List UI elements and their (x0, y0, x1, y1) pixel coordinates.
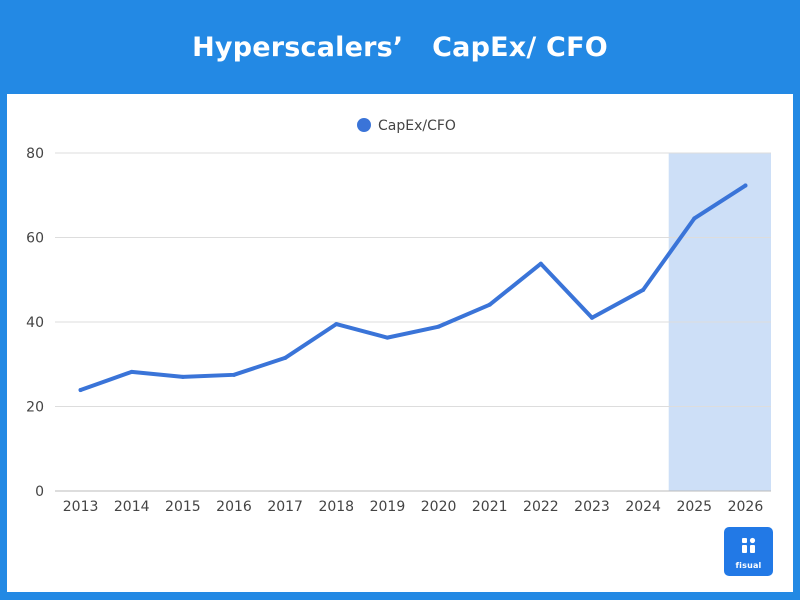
legend-label: CapEx/CFO (378, 118, 456, 134)
data-point[interactable] (436, 324, 441, 329)
data-point[interactable] (180, 374, 185, 379)
x-tick-label: 2023 (574, 499, 610, 515)
data-point[interactable] (283, 355, 288, 360)
y-tick-label: 80 (26, 146, 44, 162)
title-bar: Hyperscalers’ CapEx/ CFO (0, 0, 800, 94)
logo-text: fisual (735, 561, 762, 570)
data-point[interactable] (334, 322, 339, 327)
x-axis-ticks: 2013 2014 2015 2016 2017 2018 2019 2020 2021 2022… (63, 499, 764, 515)
fisual-logo[interactable]: fisual (724, 527, 773, 576)
x-tick-label: 2014 (114, 499, 150, 515)
data-point[interactable] (590, 315, 594, 320)
x-tick-label: 2013 (63, 499, 99, 515)
x-tick-label: 2019 (370, 499, 406, 515)
x-tick-label: 2024 (625, 499, 661, 515)
x-tick-label: 2022 (523, 499, 559, 515)
gridlines (55, 152, 771, 492)
chart-title: Hyperscalers’ CapEx/ CFO (192, 31, 608, 63)
series-line-capex-cfo (78, 183, 748, 393)
y-tick-label: 0 (35, 484, 44, 500)
x-tick-label: 2018 (318, 499, 354, 515)
x-tick-label: 2025 (676, 499, 712, 515)
x-tick-label: 2016 (216, 499, 252, 515)
data-point[interactable] (641, 287, 646, 292)
fisual-logo-icon (742, 537, 756, 553)
data-point[interactable] (692, 216, 697, 221)
x-tick-label: 2015 (165, 499, 201, 515)
legend[interactable]: CapEx/CFO (357, 118, 456, 134)
data-point[interactable] (232, 372, 236, 377)
legend-marker (357, 118, 371, 132)
data-point[interactable] (78, 388, 83, 393)
x-tick-label: 2026 (728, 499, 764, 515)
x-tick-label: 2021 (472, 499, 508, 515)
data-point[interactable] (487, 302, 492, 307)
series-layer (78, 183, 748, 393)
y-tick-label: 60 (26, 231, 44, 247)
x-tick-label: 2017 (267, 499, 303, 515)
y-tick-label: 20 (26, 400, 44, 416)
data-point[interactable] (743, 183, 748, 188)
data-point[interactable] (538, 261, 543, 266)
data-point[interactable] (385, 335, 390, 340)
y-axis-ticks: 0 20 40 60 80 (26, 146, 44, 500)
x-tick-label: 2020 (421, 499, 457, 515)
data-point[interactable] (129, 369, 134, 374)
chart-panel: 0 20 40 60 80 2013 2014 2015 2016 2017 2018 2019 20… (7, 94, 793, 592)
y-tick-label: 40 (26, 315, 44, 331)
